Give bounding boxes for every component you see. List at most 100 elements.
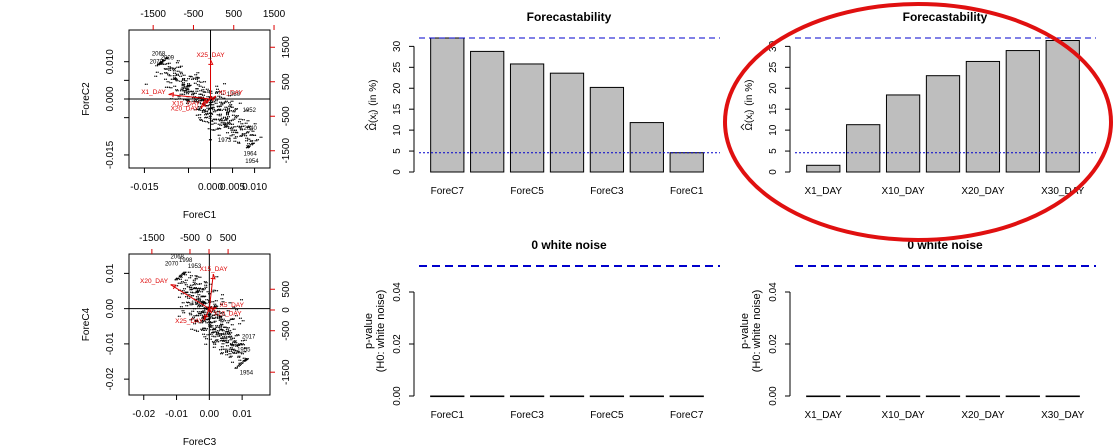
x-tick-label: ForeC3 [510, 410, 544, 421]
data-point: •• [237, 355, 241, 361]
y-axis-label-sub: (H0: white noise) [751, 290, 763, 373]
data-point: •• [233, 136, 237, 142]
data-point: •• [200, 318, 204, 324]
loading-arrow [200, 98, 211, 109]
y-tick-label: 0 [768, 169, 779, 175]
data-point: •• [194, 282, 198, 288]
data-point: •• [173, 69, 177, 75]
data-point: •• [194, 276, 198, 282]
data-point: •• [216, 340, 220, 346]
data-point: •• [252, 141, 256, 147]
data-point: •• [217, 334, 221, 340]
data-point: •• [209, 321, 213, 327]
data-point: •• [195, 319, 199, 325]
data-point: •• [223, 100, 227, 106]
data-point: •• [190, 301, 194, 307]
data-point: •• [173, 77, 177, 83]
data-point: •• [203, 294, 207, 300]
data-point: •• [230, 317, 234, 323]
data-point: •• [193, 286, 197, 292]
x-tick-label: ForeC3 [590, 186, 624, 197]
data-point: •• [179, 92, 183, 98]
data-point: •• [215, 337, 219, 343]
data-point: •• [179, 64, 183, 70]
data-point: •• [244, 121, 248, 127]
x-tick-label: X20_DAY [961, 186, 1005, 197]
data-point: •• [229, 109, 233, 115]
data-point: •• [191, 316, 195, 322]
x-tick-label: -0.015 [130, 182, 159, 193]
data-point: •• [236, 332, 240, 338]
data-point: •• [219, 117, 223, 123]
data-point: •• [162, 59, 166, 65]
data-point: •• [165, 71, 169, 77]
data-point: •• [210, 332, 214, 338]
y-tick-label: 25 [392, 61, 403, 73]
data-point: •• [228, 301, 232, 307]
data-point: •• [249, 128, 253, 134]
data-point: •• [175, 79, 179, 85]
data-point: •• [223, 82, 227, 88]
x-tick-label: 0.00 [200, 409, 220, 420]
data-point: •• [205, 337, 209, 343]
data-point: •• [187, 296, 191, 302]
data-point: •• [234, 348, 238, 354]
data-point: •• [238, 363, 242, 369]
data-point: •• [213, 326, 217, 332]
data-point: •• [229, 102, 233, 108]
data-point: •• [182, 311, 186, 317]
data-point: •• [219, 332, 223, 338]
y-tick-label: 10 [392, 124, 403, 136]
data-point: •• [181, 308, 185, 314]
data-point: •• [208, 312, 212, 318]
data-point: •• [219, 315, 223, 321]
data-point: •• [241, 352, 245, 358]
data-point: •• [203, 90, 207, 96]
data-point: •• [192, 283, 196, 289]
data-point: •• [176, 276, 180, 282]
data-point: •• [223, 331, 227, 337]
data-point: •• [197, 287, 201, 293]
data-point: •• [190, 89, 194, 95]
data-point: •• [248, 124, 252, 130]
data-point: •• [209, 111, 213, 117]
data-point: •• [235, 107, 239, 113]
data-point: •• [221, 341, 225, 347]
data-point: •• [249, 133, 253, 139]
data-point: •• [188, 311, 192, 317]
data-point: •• [202, 326, 206, 332]
data-point: •• [230, 105, 234, 111]
data-point: •• [181, 82, 185, 88]
data-point: •• [217, 122, 221, 128]
data-point: •• [217, 314, 221, 320]
data-point: •• [207, 111, 211, 117]
data-point: •• [244, 133, 248, 139]
data-point: •• [232, 117, 236, 123]
data-point: •• [227, 136, 231, 142]
data-point: •• [211, 127, 215, 133]
omega-unit: (in %) [744, 80, 755, 106]
data-point: •• [192, 278, 196, 284]
x-axis-label: ForeC3 [183, 437, 217, 445]
data-point: •• [198, 98, 202, 104]
data-point: •• [217, 310, 221, 316]
data-point: •• [167, 85, 171, 91]
data-point: •• [187, 84, 191, 90]
data-point: •• [195, 75, 199, 81]
data-point: •• [210, 106, 214, 112]
arrow-label: X15_DAY [200, 266, 229, 273]
data-point: •• [223, 115, 227, 121]
data-point: •• [181, 288, 185, 294]
data-point: •• [160, 59, 164, 65]
data-point: •• [225, 340, 229, 346]
data-point: •• [244, 357, 248, 363]
data-point: •• [226, 110, 230, 116]
data-point: •• [187, 83, 191, 89]
data-point: •• [209, 102, 213, 108]
data-point: •• [221, 92, 225, 98]
omega-symbol: Ω [744, 122, 755, 130]
data-point: •• [210, 98, 214, 104]
data-point: •• [241, 124, 245, 130]
data-point: •• [198, 298, 202, 304]
data-point: •• [219, 315, 223, 321]
